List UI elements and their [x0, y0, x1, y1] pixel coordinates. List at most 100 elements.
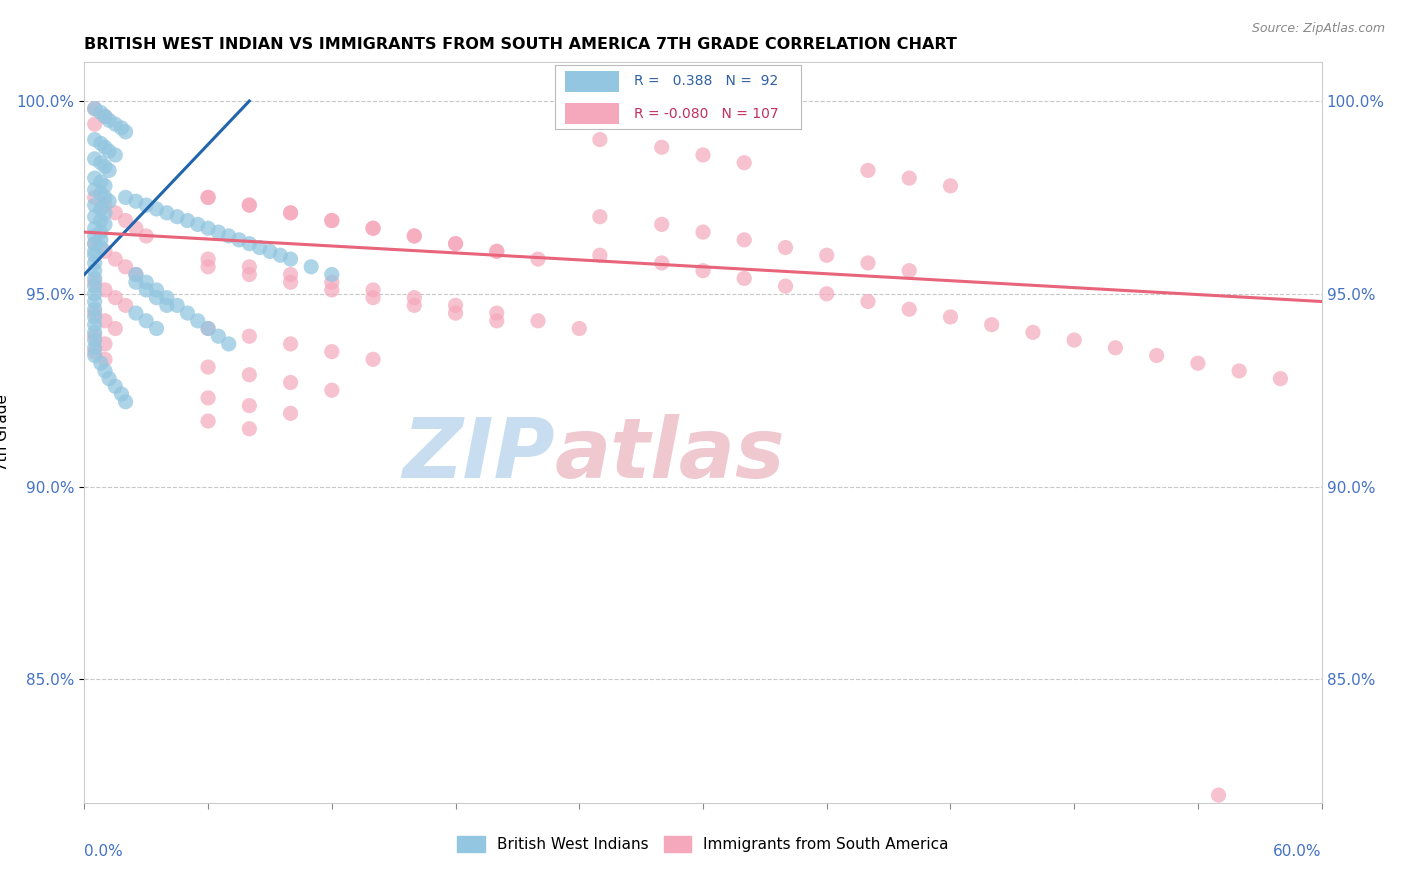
Point — [197, 252, 219, 266]
Point — [444, 236, 467, 251]
Point — [207, 329, 229, 343]
Point — [733, 155, 755, 169]
Point — [94, 364, 117, 378]
Point — [692, 225, 714, 239]
Point — [83, 333, 105, 347]
Point — [568, 321, 591, 335]
Point — [898, 171, 921, 186]
Point — [589, 210, 612, 224]
Point — [94, 314, 117, 328]
Point — [83, 229, 105, 244]
Point — [361, 291, 384, 305]
Point — [197, 260, 219, 274]
Point — [733, 233, 755, 247]
Point — [83, 286, 105, 301]
Point — [1270, 371, 1292, 385]
Point — [83, 183, 105, 197]
Point — [94, 198, 117, 212]
Point — [156, 298, 179, 312]
Point — [1208, 788, 1230, 802]
Point — [156, 206, 179, 220]
Point — [83, 279, 105, 293]
Point — [104, 321, 127, 335]
Point — [218, 229, 240, 244]
Point — [98, 113, 121, 128]
Point — [259, 244, 281, 259]
Point — [83, 102, 105, 116]
Point — [176, 213, 198, 227]
Point — [114, 298, 136, 312]
Point — [238, 260, 260, 274]
Point — [939, 178, 962, 193]
Point — [280, 206, 302, 220]
Point — [94, 190, 117, 204]
Point — [125, 194, 148, 209]
Point — [361, 221, 384, 235]
Point — [125, 221, 148, 235]
Point — [145, 283, 167, 297]
Point — [207, 225, 229, 239]
Point — [94, 140, 117, 154]
Point — [280, 252, 302, 266]
Point — [1022, 326, 1045, 340]
Point — [238, 368, 260, 382]
Point — [83, 152, 105, 166]
Point — [90, 155, 112, 169]
Point — [156, 291, 179, 305]
Point — [527, 252, 550, 266]
Point — [238, 422, 260, 436]
Point — [197, 360, 219, 375]
Point — [94, 337, 117, 351]
Point — [83, 256, 105, 270]
Point — [94, 218, 117, 232]
Point — [135, 229, 157, 244]
Point — [856, 163, 879, 178]
Point — [83, 244, 105, 259]
Point — [589, 132, 612, 146]
Point — [280, 376, 302, 390]
Point — [83, 275, 105, 289]
Point — [83, 310, 105, 324]
Point — [651, 256, 673, 270]
Point — [98, 194, 121, 209]
Text: R = -0.080   N = 107: R = -0.080 N = 107 — [634, 107, 779, 120]
Point — [94, 160, 117, 174]
Point — [145, 291, 167, 305]
Point — [238, 268, 260, 282]
Point — [90, 213, 112, 227]
Point — [83, 302, 105, 317]
Point — [249, 240, 271, 254]
Point — [1063, 333, 1085, 347]
Point — [104, 379, 127, 393]
Point — [589, 248, 612, 262]
Point — [898, 263, 921, 277]
Point — [114, 213, 136, 227]
Point — [94, 178, 117, 193]
Point — [94, 244, 117, 259]
Point — [238, 399, 260, 413]
Point — [980, 318, 1002, 332]
Point — [145, 321, 167, 335]
Point — [197, 221, 219, 235]
Point — [775, 240, 797, 254]
Point — [651, 140, 673, 154]
Point — [280, 406, 302, 420]
Point — [280, 337, 302, 351]
Point — [1146, 349, 1168, 363]
Point — [125, 268, 148, 282]
Text: R =   0.388   N =  92: R = 0.388 N = 92 — [634, 75, 779, 88]
Point — [321, 213, 343, 227]
Point — [135, 275, 157, 289]
Point — [228, 233, 250, 247]
Point — [83, 341, 105, 355]
Point — [104, 206, 127, 220]
Point — [83, 344, 105, 359]
Point — [361, 221, 384, 235]
Point — [114, 260, 136, 274]
Point — [238, 198, 260, 212]
Point — [444, 236, 467, 251]
Point — [321, 268, 343, 282]
Point — [90, 233, 112, 247]
Point — [94, 110, 117, 124]
Point — [90, 136, 112, 151]
